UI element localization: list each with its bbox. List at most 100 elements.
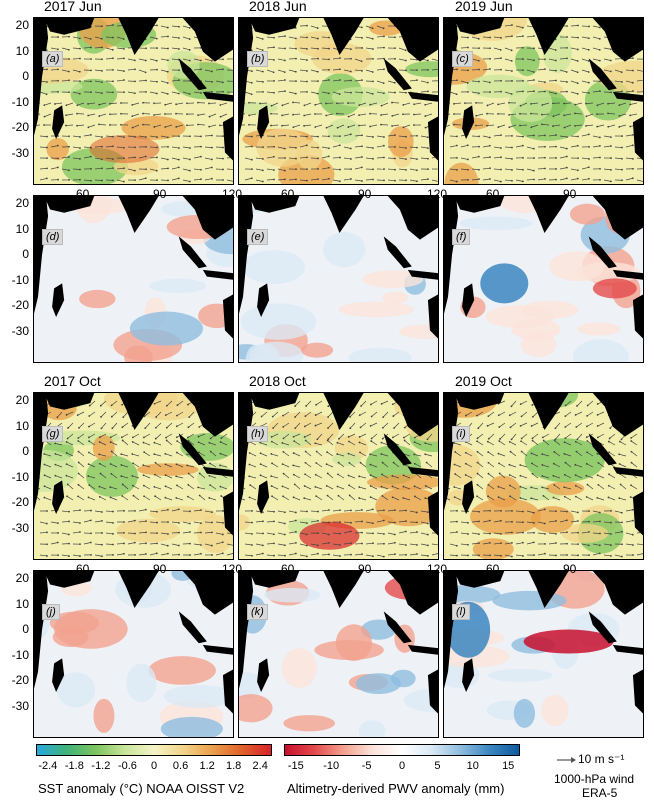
africa-land [444,196,459,314]
anomaly-blob [513,698,536,728]
panel-label: (d) [42,229,64,245]
y-tick-label: -20 [11,298,29,312]
wind-vectors [239,400,438,558]
india-land [528,18,569,55]
anomaly-blob [470,498,541,535]
java-land [407,466,438,477]
anomaly-blob [149,506,216,522]
africa-land [34,571,49,689]
anomaly-blob [592,278,637,299]
anomaly-blob [444,162,479,184]
madagascar-land [52,283,65,317]
sumatra-land [178,433,207,466]
panel-label: (h) [247,426,269,442]
seasia-land [182,18,233,62]
x-tick-label: 90 [563,562,577,576]
x-tick-label: 90 [358,562,372,576]
madagascar-land [52,105,65,139]
x-tick-label: 60 [486,562,500,576]
india-land [118,18,159,55]
sumatra-land [383,236,412,269]
madagascar-land [462,658,475,692]
map-canvas [239,393,438,559]
wind-vectors [444,24,643,183]
madagascar-land [257,105,270,139]
india-land [528,571,569,608]
y-tick-label: -30 [11,145,29,160]
australia-land [632,669,643,714]
anomaly-blob [492,590,567,611]
java-land [202,466,233,477]
map-canvas [239,196,438,362]
anomaly-blob [239,694,273,723]
map-panel-g: (g) [33,392,234,560]
colorbar-tick: 15 [502,760,515,772]
map-panel-i: (i) [443,392,644,560]
anomaly-blob [405,61,438,78]
anomaly-blob [137,463,199,476]
anomaly-blob [514,46,540,77]
anomaly-blob [355,673,402,694]
java-land [407,91,438,102]
anomaly-blob [323,231,366,267]
madagascar-land [462,480,475,514]
sumatra-land [588,611,617,644]
sumatra-land [383,611,412,644]
arabia-land [454,196,505,213]
arabia-land [249,393,300,410]
india-land [528,393,569,430]
anomaly-blob [511,318,561,340]
java-land [202,269,233,280]
anomaly-blob [572,339,629,362]
sst-colorbar-label: SST anomaly (°C) NOAA OISST V2 [38,781,245,796]
anomaly-blob [34,449,78,492]
panel-label: (b) [247,51,269,67]
sumatra-land [588,58,617,91]
anomaly-blob [301,342,334,358]
wind-scale-label: 10 m s⁻¹ [578,752,625,766]
y-tick-label: -30 [11,698,29,713]
y-tick-label: 20 [15,196,29,210]
africa-land [239,18,254,136]
india-land [118,393,159,430]
anomaly-blob [299,521,360,550]
colorbar-tick: 1.2 [199,760,215,772]
x-tick-label: 120 [427,562,448,576]
australia-land [222,669,233,714]
anomaly-blob [239,102,278,115]
y-tick-label: 10 [15,418,29,433]
map-panel-d: (d) [33,195,234,363]
australia-land [427,491,438,536]
panel-label: (k) [247,604,268,620]
anomaly-blob [488,669,553,682]
y-tick-label: -10 [11,647,29,662]
arabia-land [44,18,95,35]
australia-land [632,491,643,536]
anomaly-blob [197,462,233,492]
anomaly-blob [382,291,409,304]
title-2017-jun: 2017 Jun [44,0,102,14]
anomaly-blob [576,322,621,336]
australia-land [222,491,233,536]
india-land [323,196,364,233]
anomaly-blob [116,518,180,543]
anomaly-blob [86,455,138,497]
x-tick-label: 120 [222,187,243,201]
colorbar-tick: 0 [150,760,158,772]
anomaly-blob [160,716,223,737]
madagascar-land [52,480,65,514]
x-tick-label: 60 [281,187,295,201]
sumatra-land [383,433,412,466]
x-tick-label: 60 [76,187,90,201]
colorbar-tick: 1.8 [225,760,242,772]
anomaly-blob [472,538,514,559]
anomaly-blob [314,640,384,661]
anomaly-blob [545,481,585,496]
y-tick-label: 0 [22,622,29,636]
sumatra-land [178,236,207,269]
map-panel-e: (e) [238,195,439,363]
colorbar-tick: -1.8 [64,760,84,772]
y-tick-label: -10 [11,272,29,287]
sumatra-land [178,611,207,644]
title-2018-oct: 2018 Oct [249,373,306,389]
